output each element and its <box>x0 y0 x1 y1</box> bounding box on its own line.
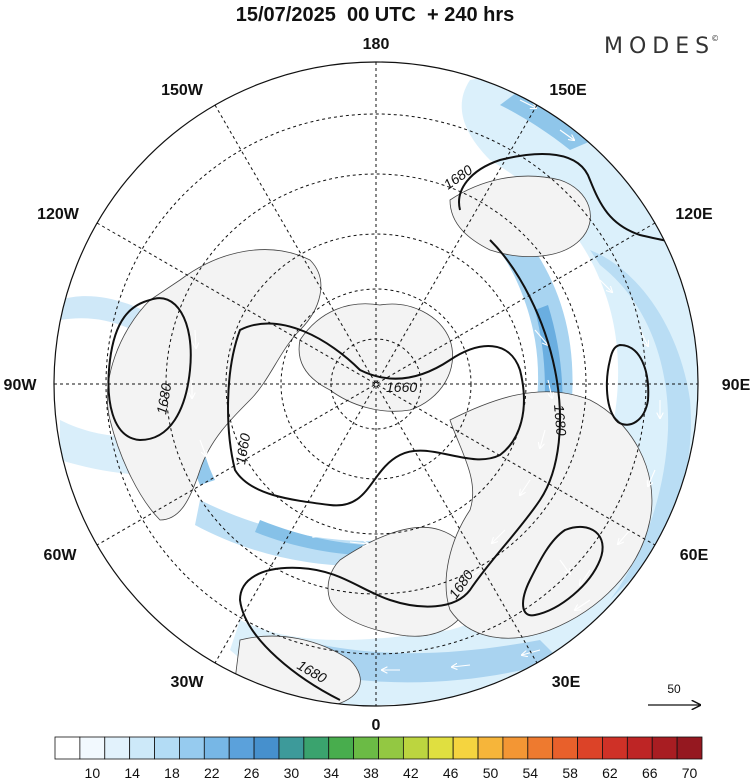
lon-label-180: 180 <box>363 36 390 53</box>
europe <box>327 526 474 637</box>
asia <box>445 391 653 639</box>
colorbar-label: 34 <box>323 765 339 781</box>
colorbar-swatch <box>676 736 703 760</box>
contour-1680-southeast <box>522 525 604 617</box>
lon-label-30w: 30W <box>171 674 205 691</box>
colorbar-swatch <box>129 736 155 760</box>
lon-label-120w: 120W <box>37 206 80 223</box>
contour-label: 1660 <box>386 379 417 395</box>
colorbar-label: 62 <box>602 765 618 781</box>
colorbar-swatch <box>79 736 106 760</box>
contour-label: 1660 <box>232 432 253 466</box>
lon-label-150w: 150W <box>161 82 204 99</box>
longitude-labels: 180 150E 120E 90E 60E 30E 0 30W 60W 90W … <box>4 36 750 734</box>
colorbar-swatch <box>328 736 355 760</box>
lon-label-90e: 90E <box>722 377 750 394</box>
contour-1660 <box>227 322 525 507</box>
east-siberia <box>449 175 591 257</box>
colorbar-label: 30 <box>284 765 300 781</box>
contour-label: 1680 <box>551 404 570 437</box>
colorbar-swatch <box>452 736 479 760</box>
colorbar-swatch <box>378 736 404 760</box>
map-title: 15/07/2025 00 UTC + 240 hrs <box>235 4 515 26</box>
contour-1680-west <box>107 297 192 442</box>
colorbar-swatch <box>626 736 653 760</box>
map-disc <box>54 62 698 706</box>
copyright-mark: © <box>711 34 720 43</box>
contour-1680-northeast <box>458 153 698 251</box>
colorbar-label: 66 <box>642 765 658 781</box>
colorbar-swatch <box>577 736 603 760</box>
colorbar-label: 26 <box>244 765 260 781</box>
colorbar-swatch <box>651 736 678 760</box>
lon-label-120e: 120E <box>675 206 713 223</box>
colorbar-label: 14 <box>124 765 140 781</box>
colorbar-swatch <box>253 736 280 760</box>
wind-vectors <box>192 99 660 670</box>
contour-1680-east <box>605 343 650 426</box>
colorbar-swatch <box>203 736 230 760</box>
colorbar-label: 54 <box>523 765 539 781</box>
colorbar-swatch <box>552 736 578 760</box>
colorbar-swatch <box>353 736 379 760</box>
lon-label-150e: 150E <box>549 82 587 99</box>
colorbar-swatch <box>477 736 504 760</box>
brand-logo: MODES© <box>604 34 719 59</box>
colorbar-label: 22 <box>204 765 220 781</box>
map-boundary <box>53 61 699 707</box>
colorbar-swatch <box>54 736 81 760</box>
colorbar-label: 42 <box>403 765 419 781</box>
colorbar-swatch <box>602 736 628 760</box>
colorbar-swatch <box>427 736 454 760</box>
contour-1680-central <box>238 239 561 701</box>
colorbar-swatch <box>402 736 429 760</box>
colorbar-swatch <box>527 736 554 760</box>
colorbar-label: 50 <box>483 765 499 781</box>
colorbar-swatch <box>303 736 330 760</box>
lon-label-60e: 60E <box>680 547 709 564</box>
lon-label-60w: 60W <box>44 547 78 564</box>
brand-name: MODES <box>604 34 716 59</box>
colorbar-label: 38 <box>363 765 379 781</box>
colorbar: 10 14 18 22 26 30 34 38 42 46 50 54 58 62 66 70 <box>54 736 703 781</box>
north-america <box>107 249 322 521</box>
colorbar-label: 46 <box>443 765 459 781</box>
colorbar-swatch <box>278 736 305 760</box>
colorbar-swatch <box>154 736 180 760</box>
contour-label: 1680 <box>153 382 174 416</box>
colorbar-label: 18 <box>164 765 180 781</box>
lon-label-90w: 90W <box>4 377 38 394</box>
wind-reference-label: 50 <box>667 682 681 696</box>
geopotential-contours <box>107 153 698 701</box>
colorbar-swatch <box>104 736 131 760</box>
colorbar-swatch <box>228 736 255 760</box>
colorbar-swatch <box>502 736 529 760</box>
colorbar-swatch <box>179 736 205 760</box>
wind-reference: 50 <box>648 682 700 705</box>
lon-label-0: 0 <box>372 717 381 734</box>
colorbar-label: 70 <box>682 765 698 781</box>
colorbar-label: 10 <box>85 765 101 781</box>
lon-label-30e: 30E <box>552 674 581 691</box>
colorbar-label: 58 <box>562 765 578 781</box>
